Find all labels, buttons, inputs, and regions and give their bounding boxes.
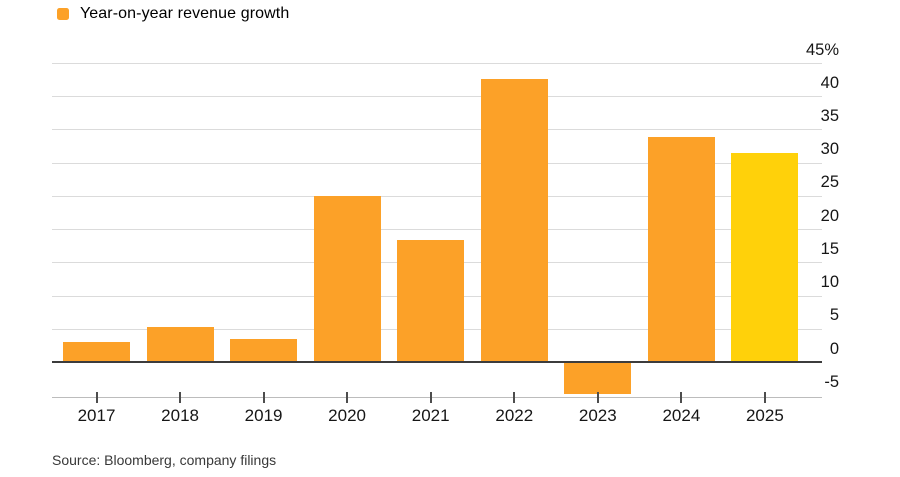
gridline bbox=[52, 63, 822, 64]
gridline bbox=[52, 129, 822, 131]
bar-2017 bbox=[63, 342, 130, 362]
bar-2025 bbox=[731, 153, 799, 362]
legend-label: Year-on-year revenue growth bbox=[80, 5, 290, 22]
bar-2022 bbox=[480, 78, 548, 362]
y-axis-tick-label: 0 bbox=[829, 339, 839, 358]
gridline bbox=[52, 96, 822, 98]
zero-baseline bbox=[52, 361, 822, 363]
y-axis-tick-label: -5 bbox=[824, 372, 839, 391]
bar-2024 bbox=[647, 136, 715, 362]
x-axis-tick bbox=[95, 392, 98, 403]
x-axis-label-2017: 2017 bbox=[77, 406, 116, 425]
x-axis-tick bbox=[429, 392, 432, 403]
y-axis-tick-label: 30 bbox=[820, 140, 839, 159]
x-axis-tick bbox=[346, 392, 349, 403]
y-axis-tick-label: 45% bbox=[805, 40, 839, 59]
x-axis-label-2023: 2023 bbox=[578, 406, 617, 425]
y-axis-tick-label: 5 bbox=[829, 306, 839, 325]
x-axis-label-2019: 2019 bbox=[244, 406, 283, 425]
x-axis-label-2025: 2025 bbox=[745, 406, 784, 425]
x-axis-label-2020: 2020 bbox=[328, 406, 366, 425]
y-axis-tick-label: 35 bbox=[820, 106, 839, 125]
bar-2020 bbox=[313, 195, 381, 362]
y-axis-tick-label: 20 bbox=[820, 206, 839, 225]
bar-2023 bbox=[564, 363, 632, 394]
x-axis-label-2021: 2021 bbox=[411, 406, 450, 425]
y-axis-tick-label: 15 bbox=[820, 239, 839, 258]
x-axis-label-2022: 2022 bbox=[495, 406, 534, 425]
source-caption: Source: Bloomberg, company filings bbox=[52, 452, 277, 468]
x-axis-tick bbox=[596, 392, 599, 403]
x-axis-line bbox=[52, 397, 822, 398]
x-axis-tick bbox=[179, 392, 182, 403]
x-axis-label-2018: 2018 bbox=[161, 406, 199, 425]
bar-2019 bbox=[230, 338, 298, 362]
y-axis-tick-label: 40 bbox=[820, 73, 839, 92]
gridline bbox=[52, 195, 822, 197]
x-axis-label-2024: 2024 bbox=[662, 406, 701, 425]
bar-2018 bbox=[146, 326, 214, 362]
y-axis-tick-label: 10 bbox=[820, 273, 839, 292]
y-axis-tick-label: 25 bbox=[820, 173, 839, 192]
x-axis-tick bbox=[262, 392, 265, 403]
legend: Year-on-year revenue growth bbox=[57, 5, 289, 23]
bar-2021 bbox=[397, 239, 465, 362]
gridline bbox=[52, 162, 822, 164]
x-axis-tick bbox=[763, 392, 766, 403]
x-axis-tick bbox=[513, 392, 516, 403]
x-axis-tick bbox=[680, 392, 683, 403]
legend-swatch-icon bbox=[57, 8, 69, 20]
gridline bbox=[52, 229, 822, 231]
